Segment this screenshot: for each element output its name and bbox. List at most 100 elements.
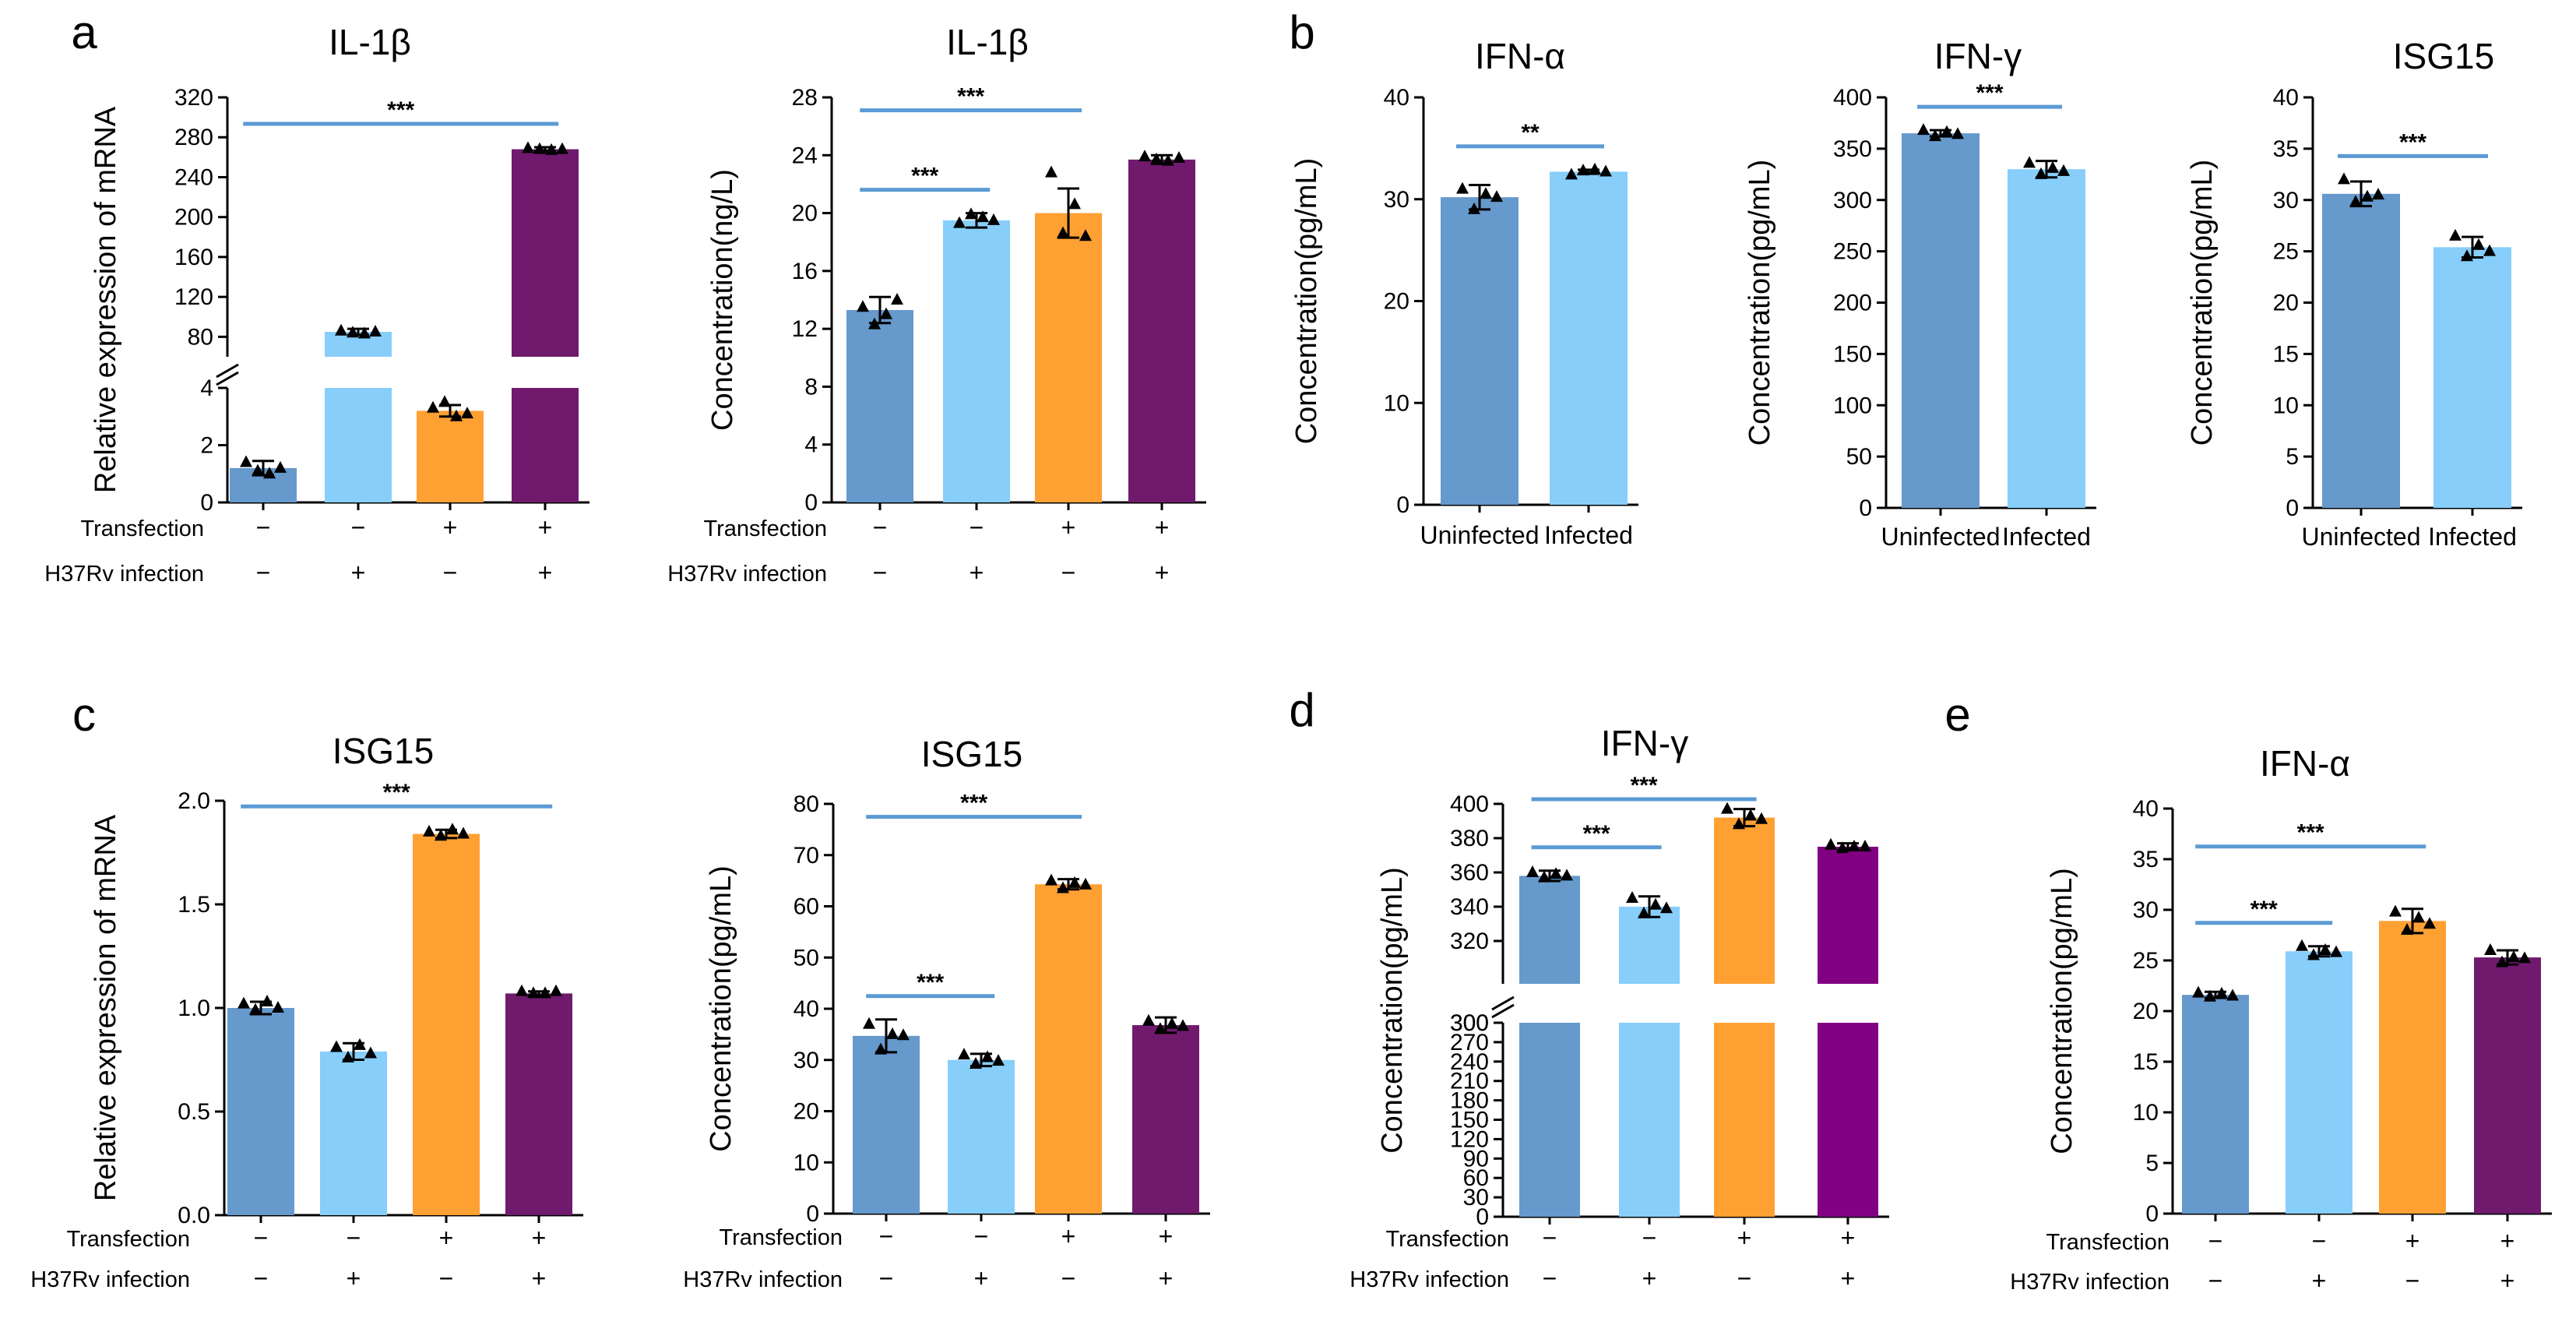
- bar: [1818, 847, 1878, 984]
- bar-lower: [1818, 1023, 1878, 1217]
- condition-value: −: [347, 1224, 361, 1252]
- data-point: [1836, 841, 1849, 854]
- y-tick-label: 16: [792, 259, 818, 284]
- bar: [413, 833, 480, 1215]
- y-tick-label: 300: [1450, 1010, 1489, 1036]
- data-point: [335, 323, 347, 336]
- y-tick-label: 15: [2133, 1049, 2159, 1075]
- y-tick-label: 240: [174, 164, 213, 190]
- data-point: [1941, 125, 1953, 137]
- data-point: [354, 1038, 366, 1050]
- condition-label: Transfection: [67, 1227, 191, 1252]
- y-tick-label: 0: [1859, 495, 1872, 521]
- data-point: [1744, 809, 1757, 821]
- chart-b3: ISG15 Concentration(pg/mL) 0 5 10 15 20 25 30 35 4…: [2186, 36, 2522, 551]
- data-point: [1917, 123, 1930, 136]
- data-point: [2204, 989, 2216, 1002]
- bar: [948, 1059, 1015, 1214]
- y-axis-label: Concentration(pg/mL): [2186, 160, 2219, 446]
- data-point: [550, 984, 562, 996]
- bar: [1619, 907, 1680, 984]
- panel-letter: d: [1289, 684, 1314, 736]
- y-tick-label: 30: [2133, 897, 2159, 923]
- condition-value: −: [1061, 1264, 1076, 1292]
- data-point: [423, 824, 435, 837]
- condition-value: −: [1543, 1224, 1557, 1252]
- data-point: [1660, 901, 1673, 914]
- y-tick-label: 150: [1833, 341, 1872, 367]
- data-point: [880, 307, 892, 319]
- y-tick-label: 200: [1833, 291, 1872, 316]
- y-tick-label: 5: [2145, 1151, 2159, 1176]
- y-tick-label: 8: [804, 374, 818, 400]
- y-tick-label: 400: [1450, 791, 1489, 817]
- data-point: [342, 1050, 354, 1062]
- data-point: [1929, 129, 1941, 142]
- data-point: [863, 1017, 875, 1029]
- condition-value: +: [1159, 1222, 1174, 1250]
- y-tick-label: 210: [1450, 1069, 1489, 1094]
- data-point: [2372, 188, 2384, 200]
- condition-value: −: [443, 559, 458, 587]
- data-point: [1733, 817, 1745, 830]
- data-point: [1848, 840, 1860, 851]
- y-tick-label: 180: [1450, 1088, 1489, 1114]
- data-point: [2296, 939, 2308, 951]
- condition-label: H37Rv infection: [683, 1267, 843, 1292]
- y-tick-label: 60: [794, 894, 819, 920]
- chart-title: ISG15: [2393, 36, 2494, 76]
- y-tick-label: 320: [174, 85, 213, 111]
- condition-label: H37Rv infection: [1350, 1267, 1509, 1292]
- chart-title: IFN-γ: [1601, 723, 1688, 763]
- data-point: [965, 207, 977, 220]
- y-tick-label: 50: [794, 945, 819, 971]
- y-tick-label: 10: [2133, 1100, 2159, 1126]
- data-point: [2507, 950, 2520, 963]
- y-tick-label: 20: [2133, 999, 2159, 1024]
- chart-title: ISG15: [333, 731, 434, 771]
- panel-letter: e: [1944, 689, 1970, 741]
- y-tick-label: 80: [794, 791, 819, 817]
- y-tick-label: 20: [1384, 289, 1409, 315]
- y-tick-label: 1.5: [178, 892, 210, 918]
- data-point: [2412, 911, 2425, 923]
- data-point: [987, 213, 1000, 225]
- y-axis-label: Relative expression of mRNA: [90, 814, 122, 1201]
- bar: [1132, 1025, 1199, 1214]
- bar-lower: [1619, 1023, 1680, 1217]
- y-tick-label: 10: [794, 1150, 819, 1175]
- y-tick-label: 280: [174, 125, 213, 150]
- significance-label: ***: [1976, 80, 2003, 106]
- condition-label: H37Rv infection: [2010, 1270, 2170, 1295]
- condition-label: Transfection: [81, 516, 205, 541]
- y-tick-label: 120: [1450, 1126, 1489, 1152]
- condition-value: +: [1061, 1222, 1076, 1250]
- data-point: [1721, 802, 1733, 814]
- data-point: [1577, 164, 1589, 176]
- data-point: [461, 407, 473, 419]
- y-tick-label: 240: [1450, 1049, 1489, 1075]
- data-point: [897, 1028, 910, 1041]
- bar: [2182, 995, 2249, 1214]
- condition-value: +: [1155, 559, 1170, 587]
- y-tick-label: 0: [1396, 492, 1409, 518]
- significance-label: ***: [960, 791, 987, 816]
- y-tick-label: 2: [200, 433, 213, 459]
- data-point: [875, 1042, 887, 1055]
- data-point: [970, 1057, 982, 1070]
- data-point: [238, 996, 250, 1009]
- data-point: [1599, 164, 1612, 177]
- y-tick-label: 0: [806, 1201, 819, 1227]
- y-tick-label: 10: [2273, 393, 2299, 418]
- data-point: [1468, 202, 1480, 214]
- data-point: [2338, 172, 2350, 185]
- data-point: [1859, 840, 1871, 851]
- bar: [320, 1051, 387, 1215]
- data-point: [2035, 167, 2047, 179]
- bar: [1441, 197, 1519, 505]
- y-axis-label: Concentration(pg/mL): [1744, 160, 1776, 446]
- bar: [853, 1035, 920, 1214]
- data-point: [369, 324, 382, 337]
- bar: [417, 411, 484, 502]
- data-point: [438, 395, 451, 407]
